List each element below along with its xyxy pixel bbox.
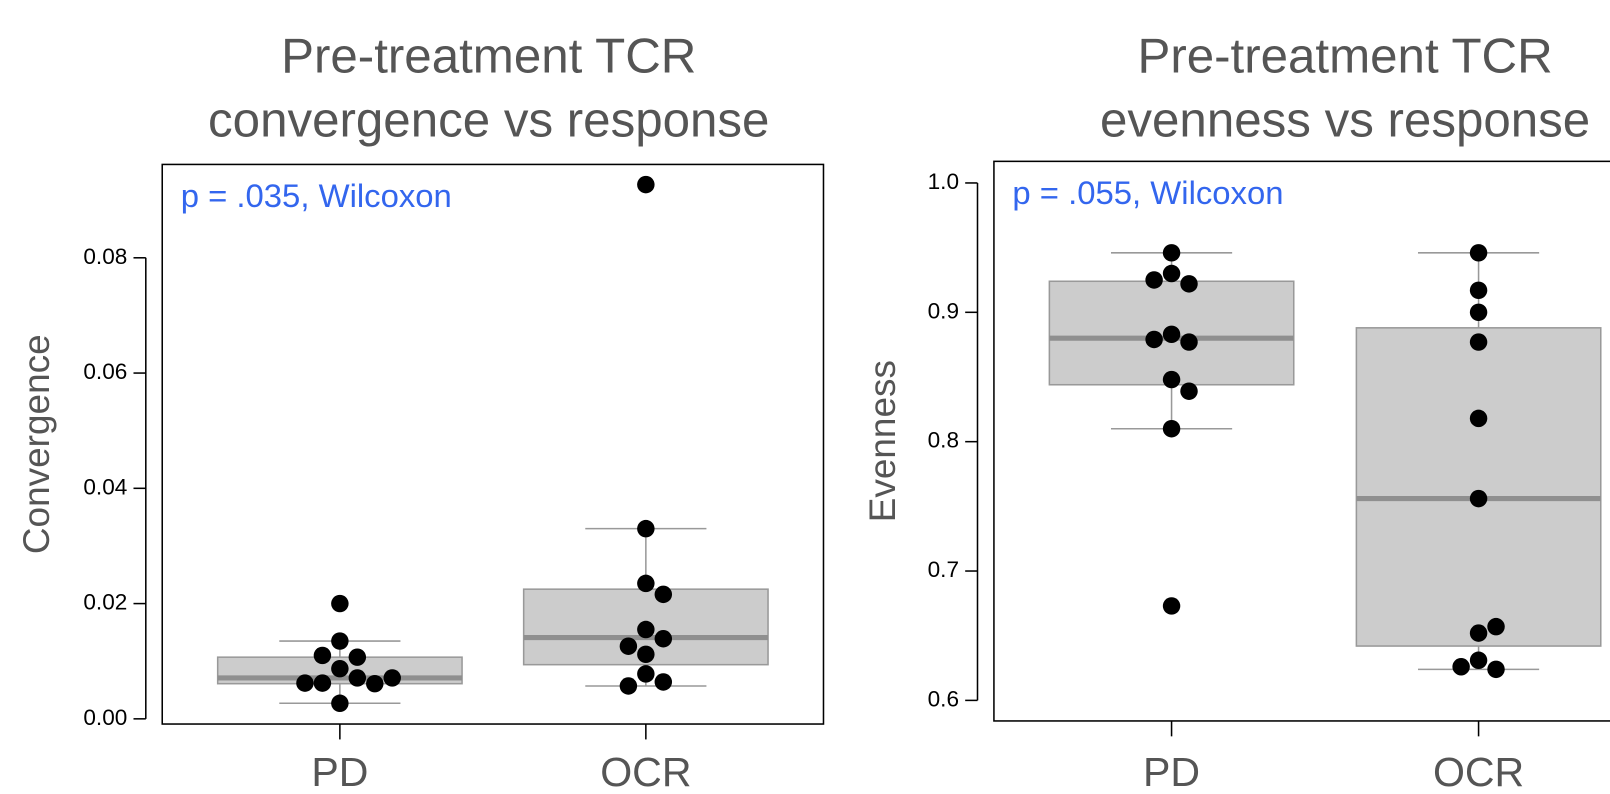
data-point [1452,658,1470,676]
data-point [654,630,673,648]
box [1355,327,1602,647]
y-tick-label: 0.7 [928,557,959,582]
chart-title: convergence vs response [208,92,769,147]
data-point [1487,660,1505,679]
data-point [637,665,655,683]
chart-title: Pre-treatment TCR [1137,29,1552,84]
y-tick-label: 0.00 [83,705,127,730]
data-point [654,673,673,691]
data-point [331,632,349,650]
data-point [366,674,384,693]
data-point [1469,489,1488,508]
data-point [331,694,349,713]
data-point [1162,244,1181,262]
data-point [637,620,655,639]
data-point [637,574,655,593]
data-point [1162,325,1181,344]
data-point [637,519,655,538]
data-point [1469,281,1488,300]
data-point [1180,275,1198,293]
data-point [1469,333,1488,351]
data-point [296,674,314,692]
y-axis-label: Convergence [16,334,57,554]
y-tick-label: 0.08 [83,244,127,269]
data-point [1145,330,1163,349]
data-point [619,637,638,655]
data-point [313,674,332,692]
data-point [1469,303,1488,322]
data-point [331,659,349,678]
data-point [331,594,349,613]
data-point [1162,264,1181,283]
plot-frame [161,163,825,725]
chart-title: evenness vs response [1100,92,1590,147]
data-point [1162,370,1181,389]
y-tick-label: 0.04 [83,474,127,499]
data-point [1487,617,1505,636]
data-point [1469,651,1488,670]
data-point [1180,333,1198,351]
data-point [1145,271,1163,289]
annotation: p = .035, Wilcoxon [181,177,452,214]
data-point [348,669,367,687]
data-point [1469,624,1488,642]
y-axis-label: Evenness [862,360,903,522]
y-tick-label: 0.9 [928,298,959,323]
data-point [619,677,638,695]
data-point [348,648,367,666]
y-tick-label: 0.8 [928,428,959,453]
data-point [1180,382,1198,400]
data-point [383,669,401,687]
y-tick-label: 0.02 [83,590,127,615]
y-tick-label: 1.0 [928,169,959,194]
y-tick-label: 0.06 [83,359,127,384]
data-point [1162,597,1181,615]
chart-title: Pre-treatment TCR [281,29,696,84]
data-point [637,645,655,664]
plot-frame [993,160,1610,722]
data-point [313,646,332,665]
x-tick-label: PD [1143,749,1200,794]
y-tick-label: 0.6 [928,686,959,711]
data-point [1469,244,1488,262]
data-point [654,585,673,604]
annotation: p = .055, Wilcoxon [1012,174,1283,211]
x-tick-label: OCR [1433,749,1524,794]
x-tick-label: PD [311,749,368,794]
x-tick-label: OCR [600,749,691,794]
data-point [637,175,655,194]
data-point [1162,420,1181,438]
data-point [1469,409,1488,428]
